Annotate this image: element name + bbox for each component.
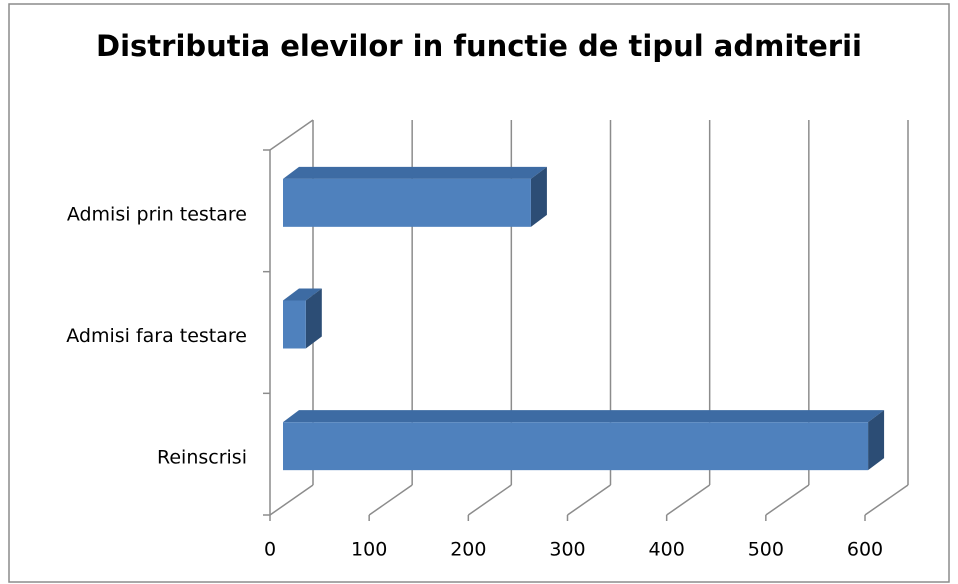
floor-line	[864, 484, 909, 516]
floor-line	[666, 484, 711, 516]
wall-edge	[269, 119, 314, 151]
x-tick-label: 500	[748, 539, 784, 561]
x-tick-label: 0	[264, 539, 276, 561]
bar-side	[530, 166, 547, 227]
floor-line	[368, 484, 413, 516]
x-tick-label: 200	[450, 539, 486, 561]
bar	[283, 178, 531, 227]
chart-title: Distributia elevilor in functie de tipul…	[96, 29, 862, 63]
floor-line	[567, 484, 611, 516]
bar	[283, 422, 869, 471]
y-tick-label: Admisi prin testare	[67, 203, 247, 225]
y-tick-label: Reinscrisi	[157, 447, 247, 469]
bar-top	[283, 288, 322, 301]
bar-side	[868, 410, 885, 471]
y-tick-label: Admisi fara testare	[66, 325, 247, 347]
floor-line	[269, 484, 314, 516]
bar-side	[305, 288, 322, 349]
floor-line	[765, 484, 810, 516]
x-tick-label: 300	[549, 539, 585, 561]
bar	[283, 300, 306, 349]
x-tick-label: 100	[351, 539, 387, 561]
bar-top	[283, 166, 547, 179]
x-tick-label: 600	[847, 539, 883, 561]
floor-line	[467, 484, 512, 516]
chart-border	[8, 3, 950, 583]
x-tick-label: 400	[649, 539, 685, 561]
bar-top	[283, 410, 885, 423]
